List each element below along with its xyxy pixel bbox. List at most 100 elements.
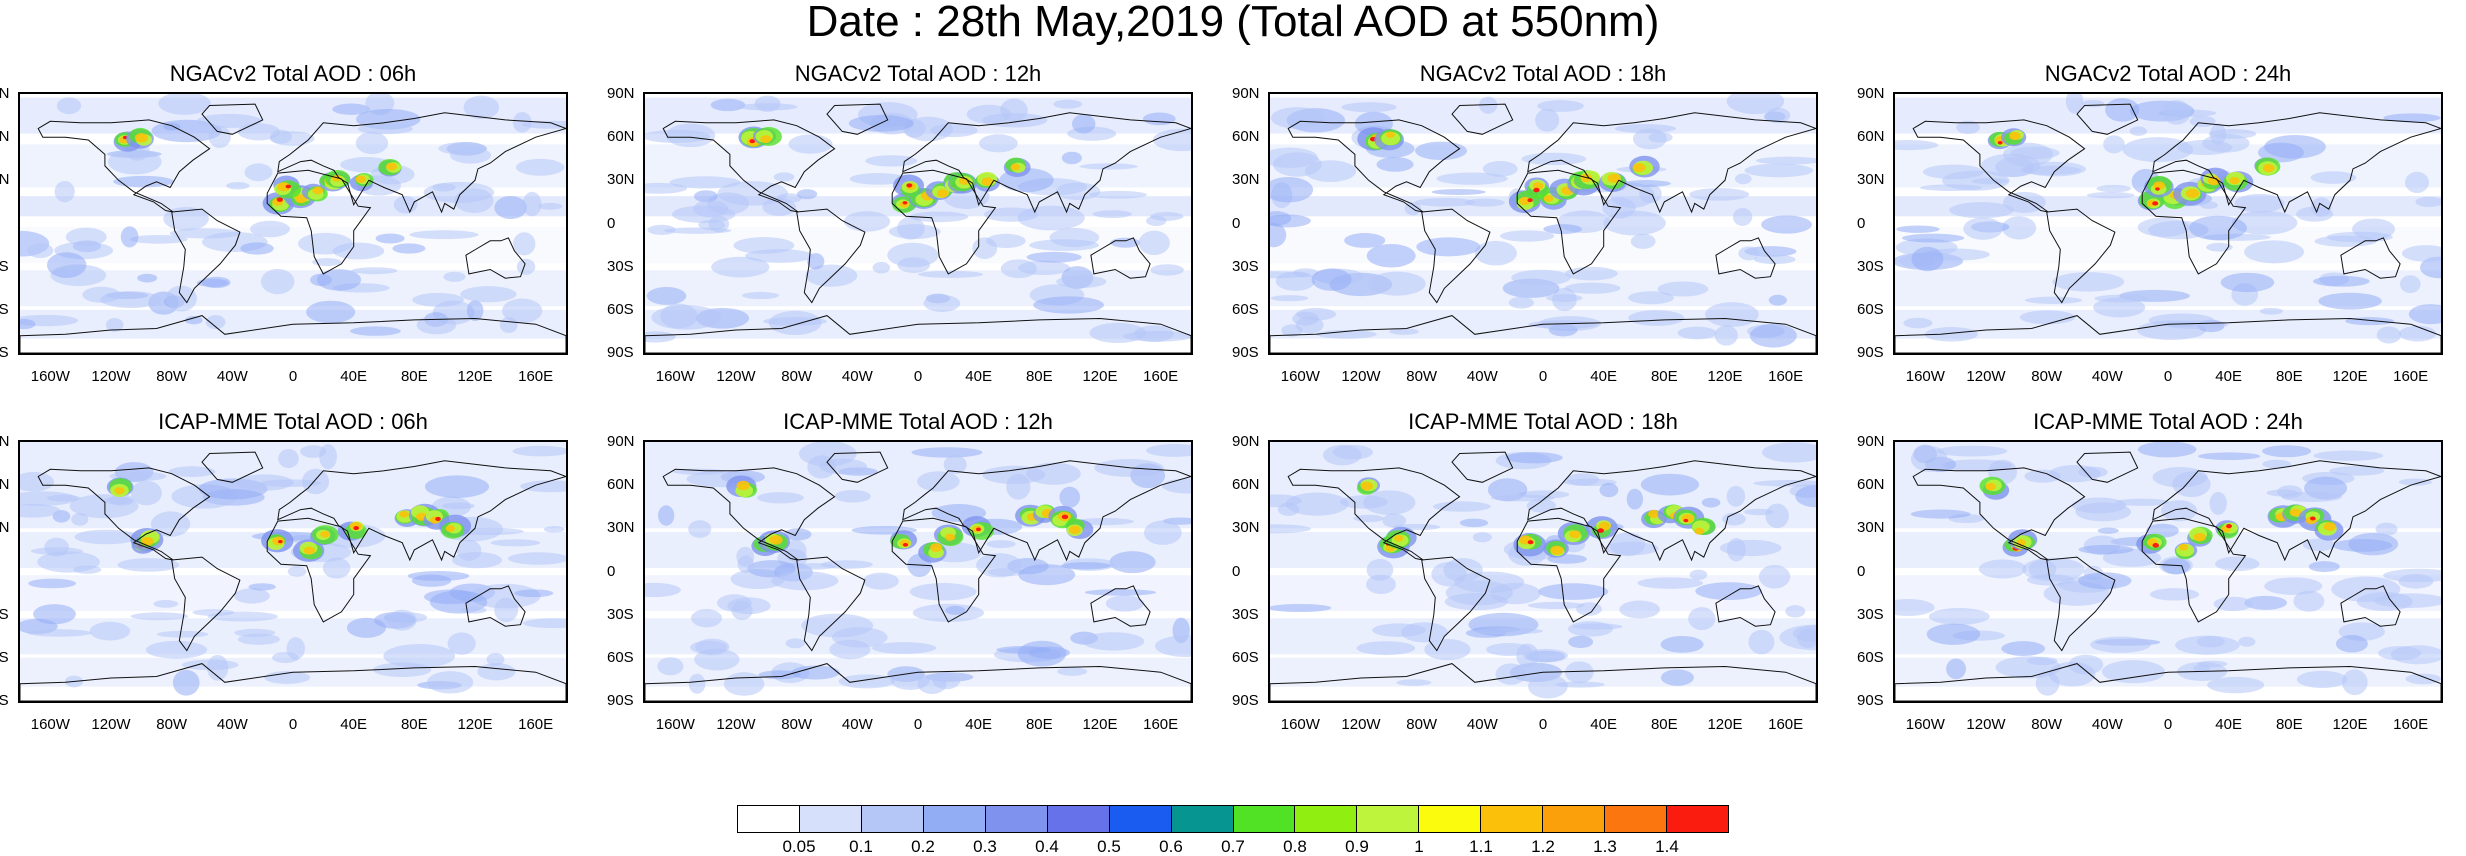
- longitude-label: 160E: [1768, 368, 1804, 385]
- aod-field: [46, 252, 87, 278]
- aod-field: [1033, 296, 1105, 314]
- south-america-coastline: [171, 556, 241, 652]
- aod-field: [192, 609, 235, 616]
- longitude-label: 120W: [1341, 716, 1381, 733]
- aod-field: [416, 315, 457, 335]
- aod-field: [932, 672, 961, 690]
- latitude-label: 0: [1857, 214, 1866, 232]
- aod-field: [1527, 674, 1568, 699]
- aod-field: [105, 317, 124, 332]
- aod-field: [1619, 600, 1661, 619]
- aod-field: [1535, 108, 1560, 132]
- aod-field: [1433, 501, 1491, 512]
- aod-field: [1564, 282, 1621, 294]
- colorbar-level-label: 0.5: [1097, 837, 1121, 856]
- aod-field: [269, 131, 315, 146]
- aod-field: [316, 269, 362, 291]
- aod-field: [1726, 485, 1746, 507]
- aod-field: [2115, 498, 2170, 506]
- map-panel: ICAP-MME Total AOD : 12h 90N 60N 30N 0 30S 60S…: [607, 410, 1243, 733]
- aod-field: [1436, 172, 1508, 185]
- aod-field: [1293, 268, 1319, 278]
- aod-field: [694, 190, 718, 203]
- latitude-label: 60N: [1232, 476, 1260, 494]
- aod-field: [2096, 184, 2132, 193]
- aod-field: [2081, 99, 2105, 108]
- map-panel: ICAP-MME Total AOD : 18h 90N 60N 30N 0 30S 60S…: [1232, 410, 1868, 733]
- colorbar-box: [985, 806, 1048, 832]
- aod-field: [1431, 189, 1486, 196]
- aod-field: [645, 129, 711, 143]
- aod-field: [1628, 291, 1674, 305]
- aod-field: [1415, 141, 1468, 161]
- longitude-label: 120E: [1082, 368, 1118, 385]
- aod-field: [375, 233, 405, 244]
- aod-field: [2244, 595, 2287, 610]
- aod-field: [1372, 623, 1426, 637]
- aod-field: [2189, 115, 2216, 128]
- aod-field: [1555, 681, 1605, 688]
- australia-coastline: [465, 585, 526, 627]
- aod-field: [244, 163, 273, 182]
- aod-hotspot: [1543, 195, 1554, 202]
- aod-field: [100, 291, 162, 309]
- colorbar-box: [1667, 806, 1728, 832]
- aod-field: [1341, 102, 1397, 113]
- aod-field: [2094, 294, 2150, 303]
- aod-field: [773, 172, 795, 182]
- aod-field: [2101, 660, 2165, 684]
- latitude-label: 90S: [607, 692, 634, 709]
- aod-field: [1082, 632, 1145, 651]
- latitude-label: 90S: [1857, 344, 1884, 361]
- eurasia-coastline: [902, 112, 1191, 214]
- longitude-label: 40E: [1590, 368, 1617, 385]
- aod-field: [1508, 296, 1534, 309]
- longitude-label: 40W: [841, 368, 873, 385]
- aod-field: [1956, 120, 1980, 135]
- aod-field: [669, 176, 741, 189]
- aod-field: [1344, 233, 1386, 248]
- map-frame: [1893, 92, 2443, 355]
- aod-field: [460, 286, 517, 303]
- aod-field: [196, 278, 229, 287]
- longitude-label: 40W: [2091, 368, 2123, 385]
- aod-field: [788, 134, 833, 154]
- aod-field: [2341, 669, 2368, 696]
- longitude-label: 0: [913, 716, 923, 733]
- latitude-label: 90N: [607, 433, 635, 450]
- aod-hotspot: [944, 533, 956, 541]
- antarctica-coastline: [1270, 315, 1816, 353]
- aod-hotspot: [1532, 182, 1544, 190]
- aod-hotspot: [386, 162, 398, 171]
- latitude-label: 60S: [0, 648, 9, 666]
- north-america-coastline: [37, 119, 211, 213]
- aod-field: [1538, 583, 1609, 600]
- aod-field: [237, 123, 281, 141]
- latitude-label: 60S: [0, 300, 9, 318]
- aod-field: [1142, 112, 1176, 126]
- aod-field: [432, 183, 456, 192]
- aod-field: [2024, 296, 2083, 304]
- aod-field: [346, 617, 387, 638]
- longitude-label: 80W: [156, 716, 188, 733]
- aod-hotspot: [1010, 163, 1021, 171]
- aod-field: [1732, 208, 1753, 226]
- aod-field: [1162, 478, 1191, 494]
- aod-hotspot: [1985, 482, 1996, 491]
- aod-field: [865, 155, 918, 167]
- latitude-label: 60N: [1232, 128, 1260, 146]
- aod-hotspot: [1533, 187, 1540, 193]
- aod-field: [237, 633, 280, 645]
- aod-field: [1490, 582, 1541, 605]
- longitude-label: 80E: [1650, 368, 1678, 385]
- map-panel: NGACv2 Total AOD : 12h 90N 60N 30N 0 30S 60S 90…: [607, 62, 1243, 385]
- longitude-label: 40W: [1466, 368, 1498, 385]
- aod-field: [37, 551, 100, 573]
- aod-hotspot: [930, 543, 943, 552]
- latitude-label: 90N: [1232, 433, 1260, 450]
- aod-field: [2313, 275, 2370, 287]
- aod-hotspot: [760, 135, 772, 144]
- aod-field: [1150, 264, 1184, 276]
- aod-field: [1143, 520, 1182, 545]
- aod-field: [260, 268, 295, 295]
